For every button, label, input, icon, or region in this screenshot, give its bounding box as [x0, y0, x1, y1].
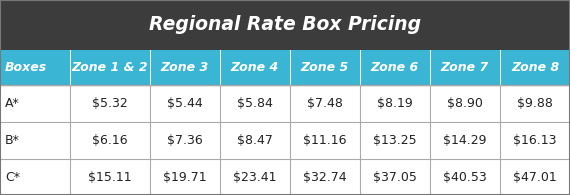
Text: $6.16: $6.16	[92, 134, 128, 147]
Text: $8.19: $8.19	[377, 97, 413, 110]
Text: $16.13: $16.13	[513, 134, 557, 147]
Text: Zone 8: Zone 8	[511, 61, 559, 74]
Bar	[0, 85, 570, 122]
Bar	[0, 0, 570, 50]
Text: $9.88: $9.88	[517, 97, 553, 110]
Text: $5.84: $5.84	[237, 97, 273, 110]
Text: C*: C*	[5, 171, 20, 184]
Text: $23.41: $23.41	[233, 171, 276, 184]
Text: $14.29: $14.29	[443, 134, 487, 147]
Text: Zone 5: Zone 5	[301, 61, 349, 74]
Text: $8.90: $8.90	[447, 97, 483, 110]
Text: Zone 7: Zone 7	[441, 61, 489, 74]
Text: Boxes: Boxes	[5, 61, 47, 74]
Text: $5.32: $5.32	[92, 97, 128, 110]
Text: $13.25: $13.25	[373, 134, 417, 147]
Text: $40.53: $40.53	[443, 171, 487, 184]
Text: Zone 4: Zone 4	[231, 61, 279, 74]
Text: $5.44: $5.44	[167, 97, 203, 110]
Text: A*: A*	[5, 97, 20, 110]
Text: $47.01: $47.01	[513, 171, 557, 184]
Bar	[0, 50, 570, 85]
Text: $7.36: $7.36	[167, 134, 203, 147]
Text: Zone 3: Zone 3	[161, 61, 209, 74]
Text: $32.74: $32.74	[303, 171, 347, 184]
Text: B*: B*	[5, 134, 20, 147]
Text: Zone 6: Zone 6	[371, 61, 419, 74]
Text: $19.71: $19.71	[163, 171, 206, 184]
Text: $37.05: $37.05	[373, 171, 417, 184]
Text: $15.11: $15.11	[88, 171, 132, 184]
Text: $8.47: $8.47	[237, 134, 273, 147]
Text: $7.48: $7.48	[307, 97, 343, 110]
Bar	[0, 122, 570, 159]
Text: Zone 1 & 2: Zone 1 & 2	[72, 61, 148, 74]
Text: $11.16: $11.16	[303, 134, 347, 147]
Text: Regional Rate Box Pricing: Regional Rate Box Pricing	[149, 15, 421, 35]
Bar	[0, 159, 570, 195]
